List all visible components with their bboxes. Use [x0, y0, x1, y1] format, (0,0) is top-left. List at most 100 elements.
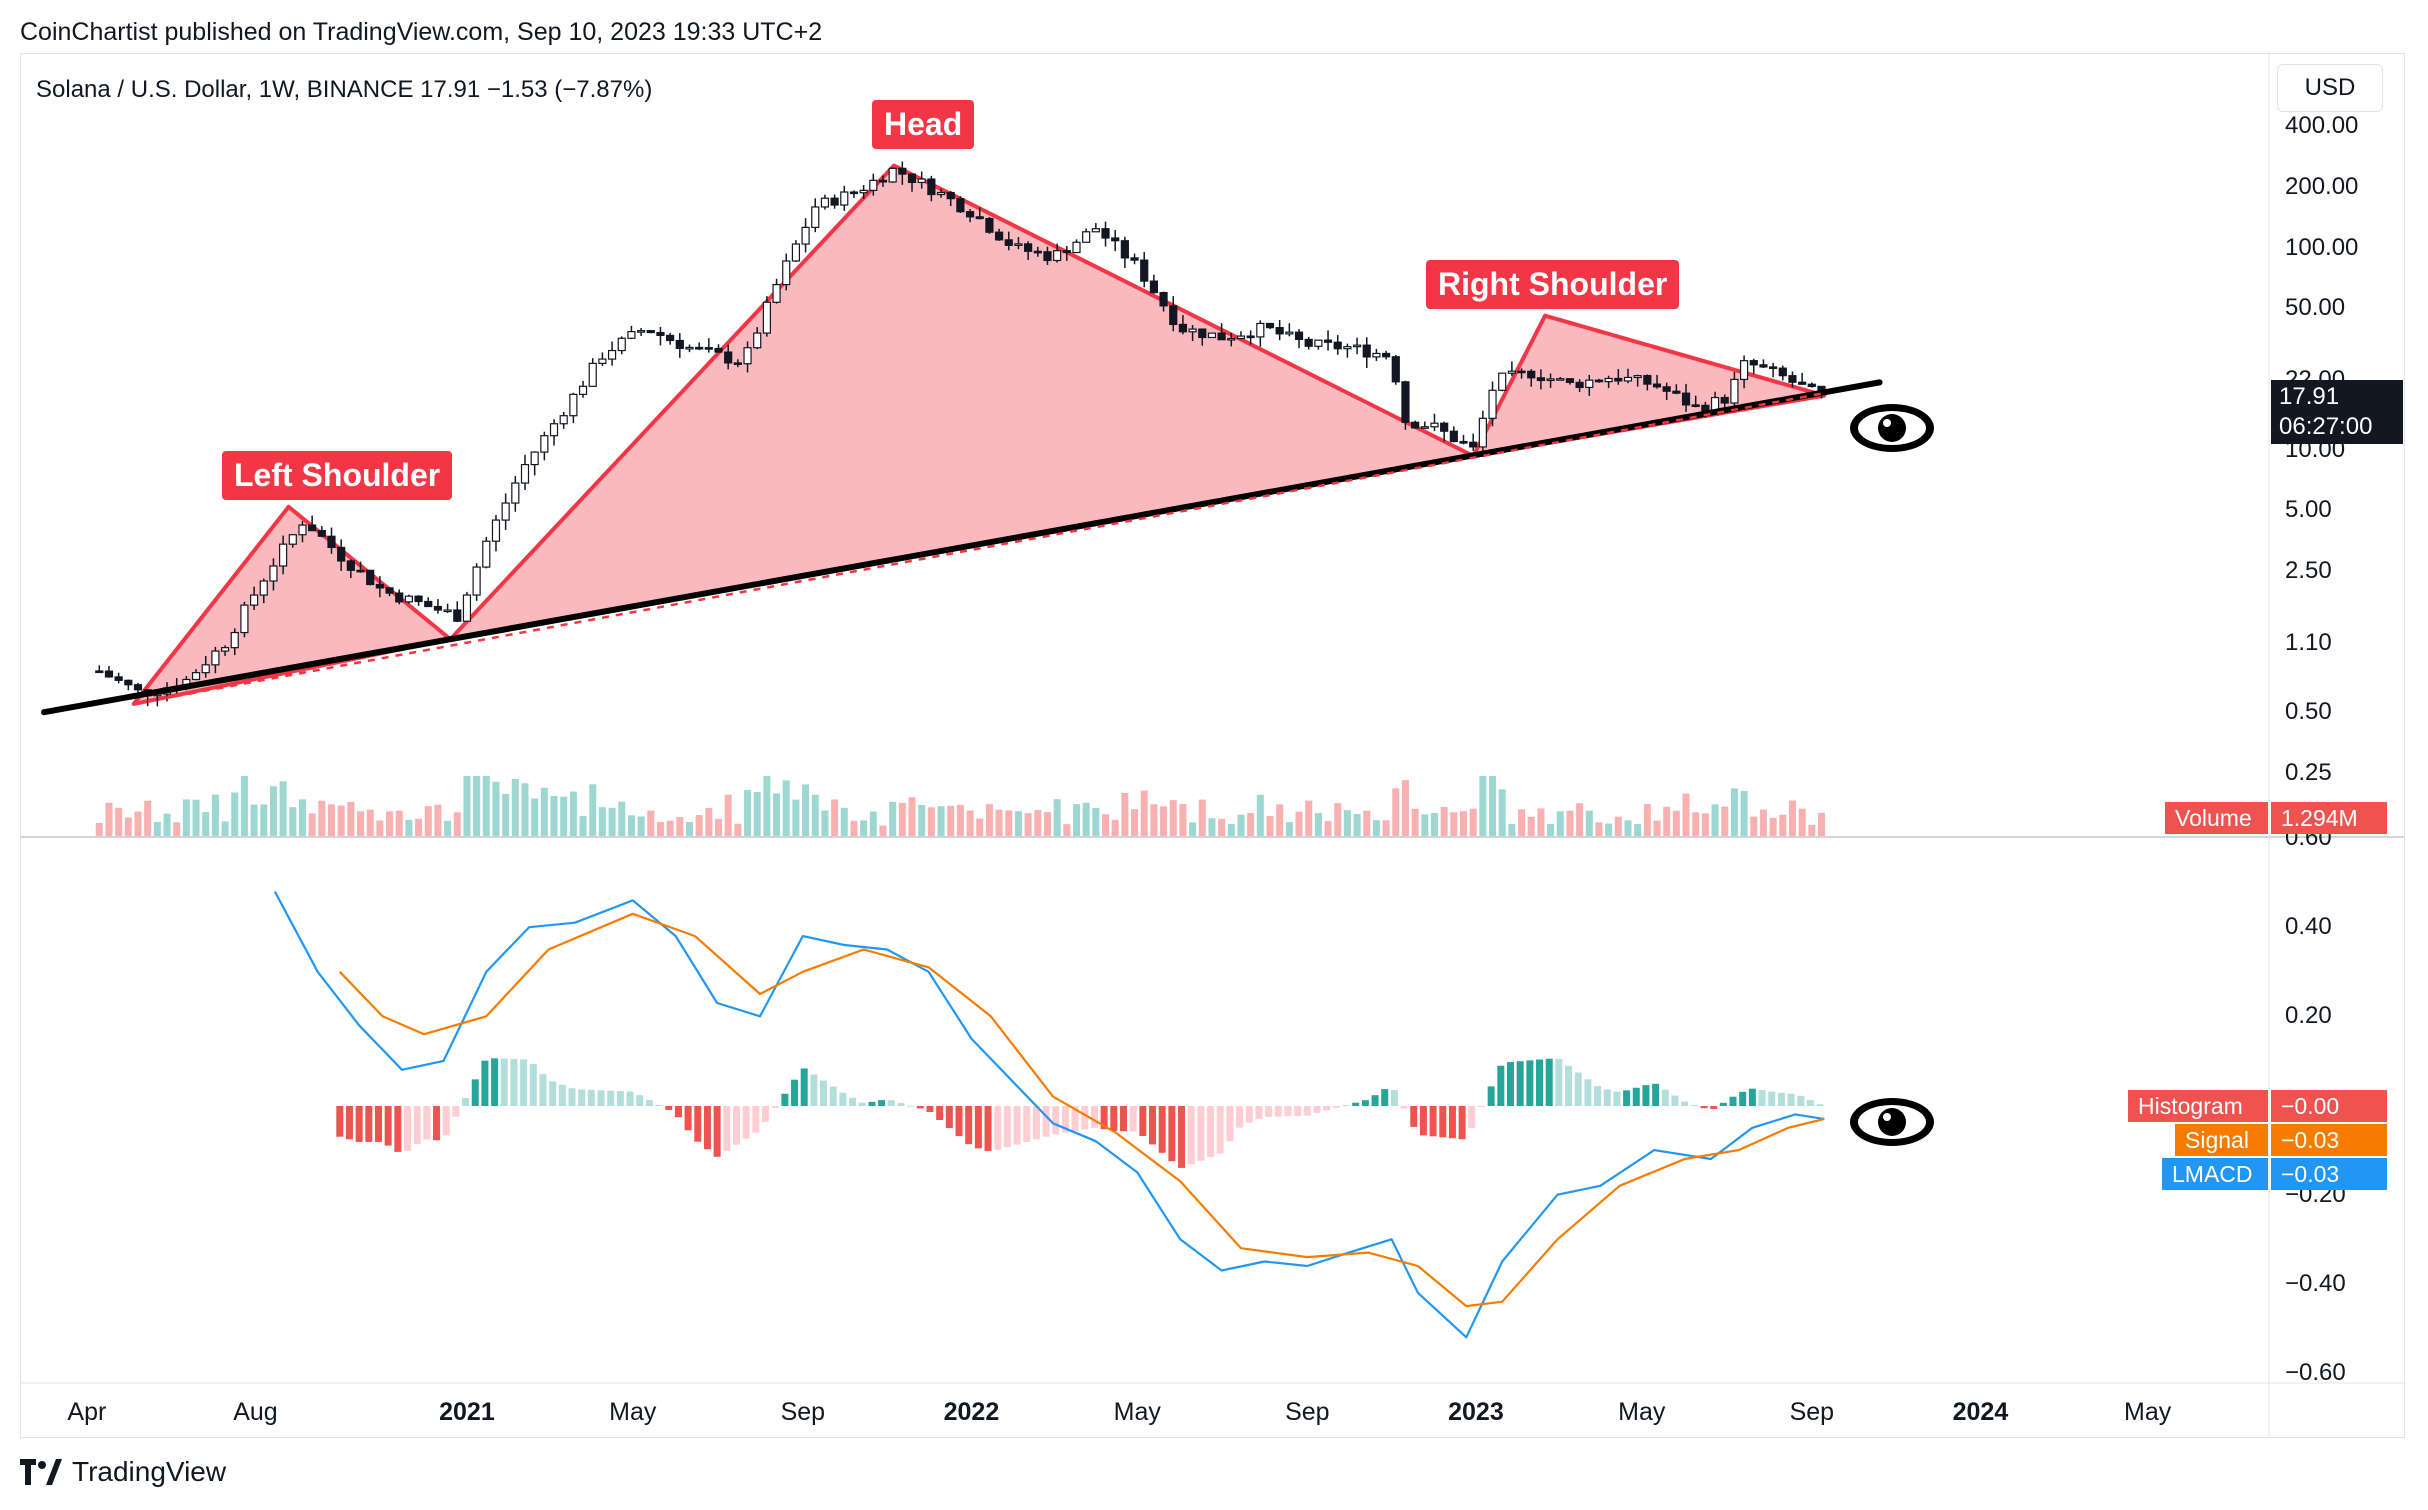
candle-body	[666, 334, 675, 342]
histogram-bar	[1197, 1106, 1205, 1161]
candle-body	[1730, 378, 1739, 404]
candle	[1101, 221, 1110, 247]
histogram-bar	[820, 1080, 828, 1106]
candle	[1323, 330, 1333, 351]
currency-button[interactable]: USD	[2277, 64, 2383, 112]
candle-body	[124, 679, 133, 686]
volume-bar	[105, 802, 113, 836]
histogram-bar	[965, 1106, 973, 1145]
volume-bar	[1266, 815, 1274, 836]
histogram-bar	[791, 1079, 799, 1106]
volume-bar	[144, 800, 152, 836]
candle-body	[308, 524, 317, 532]
histogram-bar	[1545, 1058, 1553, 1106]
histogram-bar	[1090, 1106, 1098, 1128]
volume-bar	[260, 804, 268, 836]
volume-bar	[1247, 813, 1255, 836]
volume-bar	[860, 820, 868, 836]
candle	[1798, 372, 1807, 385]
time-tick-label: 2024	[1952, 1398, 2009, 1426]
candle	[1352, 337, 1362, 355]
tradingview-logo[interactable]: TradingView	[20, 1456, 226, 1488]
histogram-bar	[1332, 1106, 1340, 1108]
macd-tick-label: 0.20	[2285, 1002, 2332, 1030]
histogram-bar	[974, 1106, 982, 1149]
candle	[1759, 359, 1768, 369]
candle	[453, 601, 462, 623]
volume-bar	[1372, 820, 1380, 836]
volume-bar	[569, 791, 577, 836]
histogram-bar	[713, 1106, 721, 1157]
histogram-bar	[839, 1092, 847, 1106]
histogram-bar	[1719, 1102, 1727, 1106]
candle	[946, 191, 955, 207]
histogram-bar	[1100, 1106, 1108, 1130]
volume-bar	[1798, 808, 1806, 836]
candle	[424, 597, 433, 608]
candlesticks	[95, 161, 1826, 707]
candle-body	[1072, 241, 1081, 254]
histogram-bar	[926, 1106, 934, 1112]
candle	[1662, 382, 1671, 401]
candle	[1333, 335, 1342, 355]
candle-body	[704, 347, 713, 350]
volume-bar	[1672, 810, 1680, 836]
histogram-bar	[1787, 1093, 1795, 1106]
candle-body	[1691, 404, 1700, 408]
candle-body	[1053, 250, 1062, 262]
volume-bar	[1469, 808, 1477, 836]
histogram-bar	[1255, 1106, 1263, 1120]
volume-bar	[337, 805, 345, 836]
candle	[1565, 378, 1575, 385]
candle-body	[1062, 250, 1071, 254]
candle-body	[869, 179, 878, 191]
histogram-bar	[1652, 1083, 1660, 1106]
candle	[269, 558, 278, 591]
volume-bar	[1788, 800, 1796, 836]
volume-bar	[153, 821, 161, 836]
candle	[1246, 330, 1255, 345]
candle	[772, 278, 781, 304]
histogram-bar	[1816, 1104, 1824, 1106]
histogram-bar	[1265, 1106, 1273, 1117]
histogram-bar	[1352, 1102, 1360, 1106]
histogram-bar	[1071, 1106, 1079, 1132]
candle-body	[327, 535, 336, 549]
volume-bar	[163, 813, 171, 836]
volume-bar	[502, 793, 510, 836]
histogram-bar	[1274, 1106, 1282, 1117]
histogram-bar	[1294, 1106, 1302, 1116]
time-tick-label: Apr	[67, 1398, 107, 1426]
histogram-bar	[1797, 1095, 1805, 1106]
volume-bar	[366, 809, 374, 836]
candle	[637, 328, 646, 336]
candle	[530, 451, 539, 476]
candle	[1130, 253, 1139, 265]
time-tick-label: 2021	[439, 1398, 495, 1426]
histogram-bar	[674, 1106, 682, 1118]
histogram-bar	[907, 1105, 915, 1107]
histogram-bar	[1448, 1106, 1456, 1139]
candle-body	[598, 358, 607, 364]
candle	[1459, 434, 1468, 445]
volume-bar	[1131, 809, 1139, 836]
histogram-bar	[423, 1106, 431, 1140]
candle	[346, 559, 355, 579]
candle	[685, 344, 694, 353]
volume-bar	[763, 776, 771, 836]
candle	[1188, 324, 1197, 342]
candle	[1227, 332, 1236, 347]
histogram-bar	[336, 1106, 344, 1137]
volume-bar	[889, 801, 897, 836]
right-shoulder-shape	[1471, 313, 1827, 458]
candle-body	[1459, 440, 1468, 444]
candle	[540, 431, 549, 461]
candle-body	[491, 519, 501, 542]
volume-bar	[1489, 776, 1497, 836]
volume-bar	[1024, 813, 1032, 836]
volume-bar	[589, 784, 597, 836]
candle	[1778, 365, 1787, 381]
candle-body	[279, 543, 288, 567]
candle-body	[1285, 331, 1294, 335]
